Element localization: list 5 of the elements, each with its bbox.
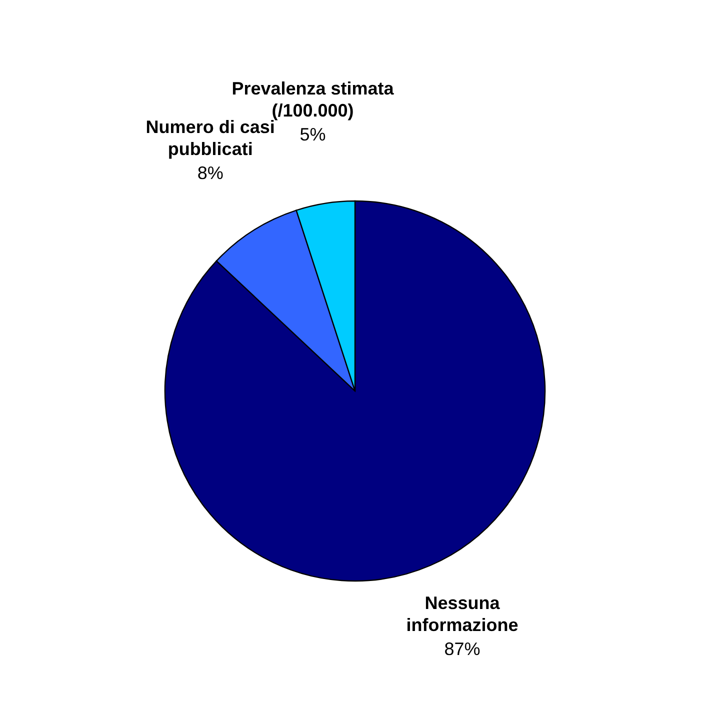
slice-label: Nessuna informazione <box>406 592 518 635</box>
data-label: 87% <box>444 638 480 659</box>
pie-slice <box>164 200 546 582</box>
data-label: 8% <box>197 163 224 184</box>
data-label: 5% <box>300 124 326 144</box>
